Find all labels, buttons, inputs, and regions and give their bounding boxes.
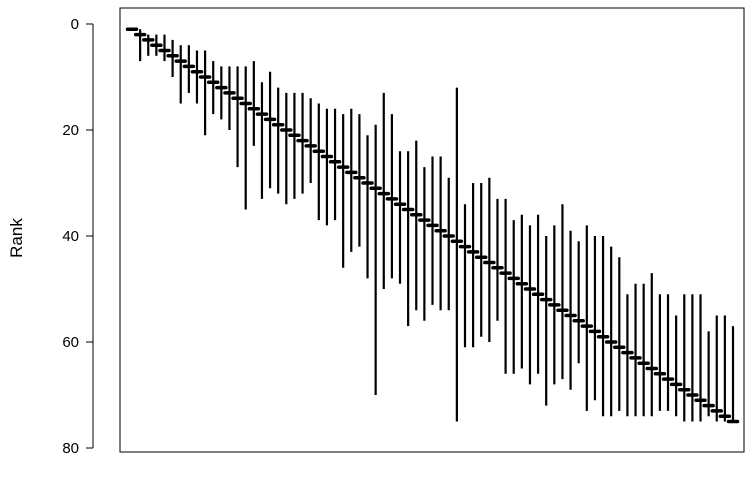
rank-points: [125, 27, 740, 424]
y-tick-label: 60: [62, 334, 79, 351]
y-tick-label: 0: [71, 16, 79, 33]
y-tick-label: 20: [62, 122, 79, 139]
plot-area-frame: [119, 7, 745, 453]
y-tick-label: 80: [62, 440, 79, 457]
y-tick-label: 40: [62, 228, 79, 245]
interval-bars: [139, 29, 735, 422]
y-axis-title: Rank: [7, 218, 26, 258]
y-axis-ticks: 0 20 40 60 80: [62, 16, 93, 457]
